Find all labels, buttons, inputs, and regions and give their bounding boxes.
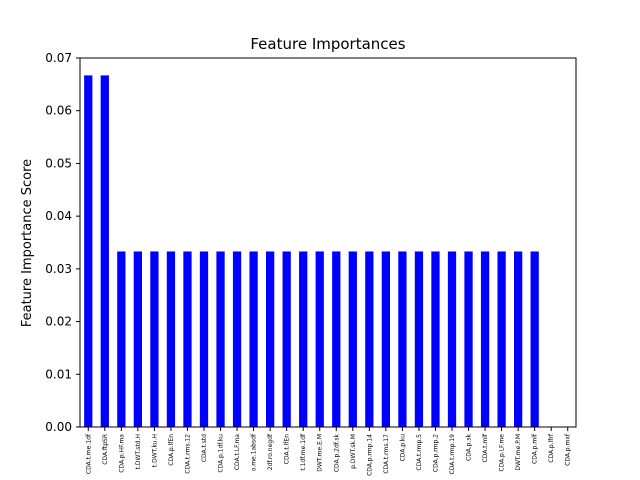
chart-title: Feature Importances xyxy=(250,35,405,53)
x-tick-label: CDA.p.HF.ma xyxy=(118,434,125,473)
bar-26 xyxy=(497,251,506,427)
y-tick-label: 0.06 xyxy=(45,104,72,118)
bar-20 xyxy=(398,251,407,427)
bar-2 xyxy=(100,75,109,427)
x-tick-label: o.me.1absdf xyxy=(251,433,258,471)
y-axis-ticks: 0.00 0.01 0.02 0.03 0.04 0.05 0.06 0.07 xyxy=(45,51,80,434)
x-tick-label: t.DWT.ku.H xyxy=(151,434,158,467)
x-tick-label: CDA.p.mxf xyxy=(565,433,572,466)
x-tick-label: DWT.me.E.M xyxy=(317,434,324,472)
x-tick-label: 2df.ro.negdf xyxy=(267,433,274,470)
bar-8 xyxy=(199,251,209,427)
x-tick-label: CDA.p.ku xyxy=(399,434,406,462)
bar-23 xyxy=(447,251,457,427)
x-tick-label: CDA.p.rmp.14 xyxy=(366,434,373,476)
plot-frame xyxy=(79,57,577,428)
x-tick-label: CDA.t.rms.12 xyxy=(184,434,191,474)
x-tick-label: t.DWT.std.H xyxy=(135,434,142,469)
bar-18 xyxy=(365,251,374,427)
y-tick-label: 0.00 xyxy=(45,420,72,434)
bar-12 xyxy=(266,251,275,427)
y-tick-label: 0.03 xyxy=(45,262,72,276)
x-tick-label: CDA.p.lfrf xyxy=(548,433,555,463)
bar-4 xyxy=(133,251,142,427)
x-tick-label: CDA.t.rmp.5 xyxy=(416,434,423,471)
x-tick-label: CDA.p.mlf xyxy=(532,433,539,464)
bar-group xyxy=(84,75,539,427)
x-tick-label: CDA.p.LF.me xyxy=(499,434,506,472)
bar-27 xyxy=(514,251,523,427)
y-axis-label: Feature Importance Score xyxy=(20,159,35,327)
bar-19 xyxy=(381,251,390,427)
x-tick-label: CDA.t.std xyxy=(201,434,208,462)
bar-9 xyxy=(216,251,225,427)
bar-1 xyxy=(84,75,93,427)
bar-6 xyxy=(166,251,176,427)
x-tick-label: CDA.t.mlf xyxy=(482,433,489,462)
bar-5 xyxy=(150,251,159,427)
y-tick-label: 0.05 xyxy=(45,156,72,170)
y-tick-label: 0.01 xyxy=(45,367,72,381)
bar-21 xyxy=(414,251,424,427)
bar-11 xyxy=(249,251,258,427)
bar-16 xyxy=(332,251,341,427)
y-tick-label: 0.07 xyxy=(45,51,72,65)
x-tick-label: t.1df.me.1df xyxy=(300,433,307,471)
y-tick-label: 0.02 xyxy=(45,315,72,329)
bar-25 xyxy=(480,251,490,427)
x-tick-label: CDA.t.rms.17 xyxy=(383,434,390,474)
x-tick-label: CDA.p.rmp.2 xyxy=(432,434,439,472)
x-axis-ticks: CDA.t.me.1df CDA.ftpSR CDA.p.HF.ma t.DWT.st… xyxy=(85,427,572,476)
x-tick-label: CDA.ftpSR xyxy=(102,434,109,465)
x-tick-label: CDA.t.me.1df xyxy=(85,433,92,474)
x-tick-label: CDA.t.lfEn xyxy=(284,434,291,464)
bar-13 xyxy=(282,251,291,427)
y-tick-label: 0.04 xyxy=(45,209,72,223)
x-tick-label: CDA.p.2df.sk xyxy=(333,433,340,472)
x-tick-label: DWT.me.P.M xyxy=(515,434,522,471)
x-tick-label: p.DWT.sk.M xyxy=(350,434,357,469)
bar-24 xyxy=(464,251,473,427)
bar-14 xyxy=(299,251,308,427)
bar-15 xyxy=(315,251,324,427)
x-tick-label: CDA.t.LF.ma xyxy=(234,434,241,470)
bar-10 xyxy=(232,251,242,427)
bar-22 xyxy=(431,251,440,427)
x-tick-label: CDA.p.lfEn xyxy=(168,434,175,466)
bar-28 xyxy=(530,251,539,427)
bar-7 xyxy=(183,251,192,427)
bar-3 xyxy=(117,251,126,427)
x-tick-label: CDA.t.rmp.19 xyxy=(449,434,456,475)
x-tick-label: CDA.p.1df.ku xyxy=(218,434,225,473)
bar-17 xyxy=(348,251,357,427)
x-tick-label: CDA.p.sk xyxy=(466,433,473,460)
